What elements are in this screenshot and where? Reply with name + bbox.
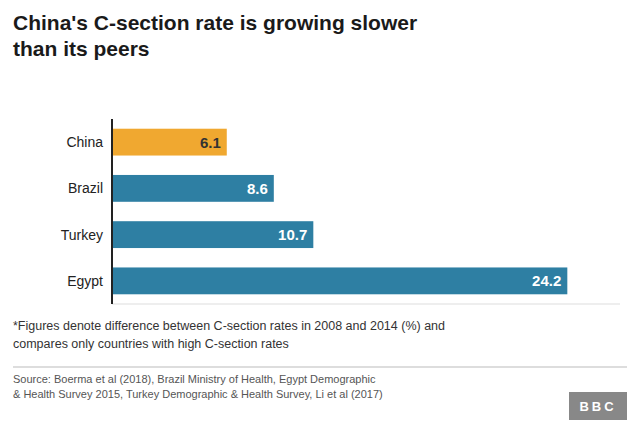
category-label: Turkey bbox=[61, 227, 103, 243]
data-label: 24.2 bbox=[532, 272, 561, 289]
logo-text: BBC bbox=[579, 399, 616, 414]
bars bbox=[112, 129, 567, 295]
chart-svg: China's C-section rate is growing slower… bbox=[0, 0, 640, 425]
bar bbox=[112, 129, 227, 156]
source: Source: Boerma et al (2018), Brazil Mini… bbox=[13, 373, 383, 400]
data-labels: 24.2 10.7 8.6 6.1 bbox=[200, 134, 561, 290]
separator bbox=[13, 367, 627, 368]
background bbox=[0, 0, 640, 425]
category-label: China bbox=[66, 134, 103, 150]
footnote: *Figures denote difference between C-sec… bbox=[13, 319, 445, 351]
category-label: Brazil bbox=[68, 180, 103, 196]
title: China's C-section rate is growing slower… bbox=[13, 11, 417, 60]
x-axis-line bbox=[112, 304, 620, 305]
data-label: 8.6 bbox=[247, 180, 268, 197]
y-axis-line bbox=[111, 119, 113, 304]
bar bbox=[112, 175, 274, 202]
logo-box bbox=[569, 392, 627, 420]
data-label: 6.1 bbox=[200, 134, 221, 151]
bar bbox=[112, 221, 313, 248]
data-label: 10.7 bbox=[278, 226, 307, 243]
bar bbox=[112, 267, 567, 294]
chart-container: China's C-section rate is growing slower… bbox=[0, 0, 640, 425]
category-label: Egypt bbox=[67, 273, 103, 289]
